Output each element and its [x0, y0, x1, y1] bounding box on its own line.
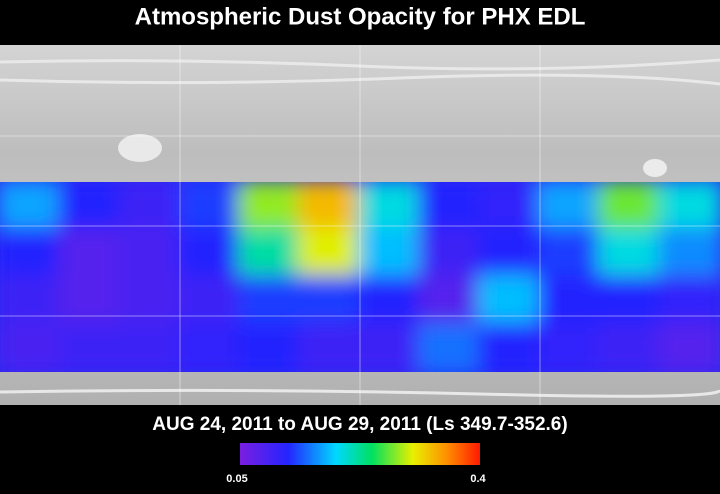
dust-cell [298, 275, 362, 327]
dust-cell [238, 182, 302, 232]
terrain-ridges [0, 58, 720, 398]
dust-cell [538, 227, 602, 279]
dust-cell [358, 227, 422, 279]
dust-cell [178, 227, 242, 279]
dust-cell [538, 322, 602, 372]
dust-cell [418, 322, 482, 372]
dust-cell [58, 322, 122, 372]
dust-cell [418, 227, 482, 279]
dust-cell [418, 182, 482, 232]
dust-cell [0, 182, 62, 232]
dust-cell [298, 227, 362, 279]
dust-cell [358, 182, 422, 232]
dust-cell [118, 275, 182, 327]
dust-cell [598, 275, 662, 327]
dust-cell [538, 182, 602, 232]
dust-cell [178, 275, 242, 327]
graticule [0, 45, 720, 405]
dust-cell [478, 182, 542, 232]
dust-cell [598, 227, 662, 279]
dust-cell [118, 322, 182, 372]
date-range: AUG 24, 2011 to AUG 29, 2011 (Ls 349.7-3… [152, 414, 567, 435]
dust-cell [538, 275, 602, 327]
dust-cell [238, 227, 302, 279]
dust-cell [478, 227, 542, 279]
dust-cell [418, 275, 482, 327]
dust-cell [658, 182, 720, 232]
colorbar-max: 0.4 [470, 473, 486, 485]
dust-cell [178, 182, 242, 232]
dust-field [0, 182, 720, 372]
dust-cell [598, 322, 662, 372]
dust-cell [298, 182, 362, 232]
dust-cell [598, 182, 662, 232]
dust-cell [118, 182, 182, 232]
volcano [118, 134, 162, 162]
dust-cell [478, 275, 542, 327]
dust-cell [238, 322, 302, 372]
dust-cell [0, 322, 62, 372]
dust-cell [658, 227, 720, 279]
dust-cell [358, 322, 422, 372]
dust-cell [58, 182, 122, 232]
dust-cell [238, 275, 302, 327]
dust-cell [118, 227, 182, 279]
colorbar [240, 443, 480, 465]
volcano [643, 159, 667, 177]
dust-cells [0, 182, 720, 372]
map-title: Atmospheric Dust Opacity for PHX EDL [135, 3, 586, 30]
dust-cell [0, 227, 62, 279]
dust-cell [178, 322, 242, 372]
dust-cell [478, 322, 542, 372]
dust-cell [358, 275, 422, 327]
dust-cell [58, 227, 122, 279]
dust-cell [0, 275, 62, 327]
dust-cell [58, 275, 122, 327]
dust-cell [658, 322, 720, 372]
dust-cell [658, 275, 720, 327]
colorbar-min: 0.05 [226, 473, 247, 485]
dust-cell [298, 322, 362, 372]
